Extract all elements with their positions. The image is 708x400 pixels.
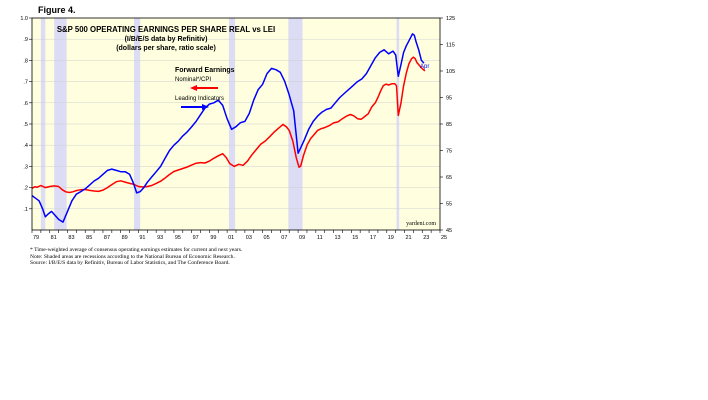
left-tick-label: .4 [23, 143, 28, 149]
x-tick-label: 89 [122, 235, 128, 241]
footnote: * Time-weighted average of consensus ope… [30, 247, 242, 267]
left-tick-label: .3 [23, 164, 28, 170]
legend-heading: Forward Earnings [175, 67, 235, 74]
earnings-lei-chart: .1 .2 .3 .4 .5 .6 .7 .8 .9 1.0 45 55 65 75 85 95 105 115 1… [20, 16, 455, 241]
left-tick-label: .2 [23, 186, 28, 192]
right-tick-label: 75 [446, 149, 452, 155]
footnote-line-1: * Time-weighted average of consensus ope… [30, 247, 243, 253]
left-tick-label: .5 [23, 122, 28, 128]
legend-arrow-right-icon [181, 104, 209, 110]
end-label: Apr [420, 64, 429, 70]
x-tick-label: 13 [335, 235, 341, 241]
left-tick-label: 1.0 [20, 16, 28, 22]
x-tick-label: 23 [423, 235, 429, 241]
chart-subtitle-1: (I/B/E/S data by Refinitiv) [125, 36, 208, 43]
right-tick-label: 115 [446, 43, 455, 49]
x-tick-label: 01 [228, 235, 234, 241]
x-tick-label: 15 [352, 235, 358, 241]
x-tick-label: 11 [317, 235, 323, 241]
x-tick-label: 05 [264, 235, 270, 241]
series-line-leading-indicators [31, 33, 425, 223]
right-tick-label: 105 [446, 69, 455, 75]
chart-title: S&P 500 OPERATING EARNINGS PER SHARE REA… [57, 25, 275, 34]
source-watermark: yardeni.com [406, 221, 436, 227]
x-tick-label: 99 [210, 235, 216, 241]
x-tick-label: 19 [388, 235, 394, 241]
figure-label: Figure 4. [38, 5, 76, 15]
right-tick-label: 85 [446, 122, 452, 128]
x-tick-label: 93 [157, 235, 163, 241]
legend-item-leading-indicators: Leading Indicators [175, 96, 224, 102]
left-tick-label: .7 [23, 80, 28, 86]
x-tick-label: 17 [370, 235, 376, 241]
x-tick-label: 81 [51, 235, 57, 241]
right-tick-label: 65 [446, 175, 452, 181]
x-tick-label: 87 [104, 235, 110, 241]
x-tick-label: 25 [441, 235, 447, 241]
legend-arrow-left-icon [190, 85, 218, 91]
left-tick-label: .8 [23, 58, 28, 64]
x-tick-label: 07 [281, 235, 287, 241]
footnote-line-2: Note: Shaded areas are recessions accord… [30, 253, 235, 260]
x-tick-label: 85 [86, 235, 92, 241]
series-lines [31, 33, 426, 223]
legend-item-nominal-cpi: Nominal*/CPI [175, 77, 211, 83]
x-tick-label: 95 [175, 235, 181, 241]
right-tick-label: 45 [446, 228, 452, 234]
left-tick-label: .1 [23, 207, 28, 213]
left-tick-label: .6 [23, 101, 28, 107]
series-line-nominal-cpi [31, 56, 426, 194]
x-tick-label: 79 [33, 235, 39, 241]
x-tick-label: 83 [68, 235, 74, 241]
x-tick-label: 97 [193, 235, 199, 241]
x-tick-label: 91 [139, 235, 145, 241]
x-tick-label: 09 [299, 235, 305, 241]
axes: .1 .2 .3 .4 .5 .6 .7 .8 .9 1.0 45 55 65 75 85 95 105 115 1… [20, 16, 455, 241]
footnote-line-3: Source: I/B/E/S data by Refinitiv, Burea… [30, 260, 230, 267]
legend: Forward Earnings Nominal*/CPI Leading In… [175, 67, 235, 110]
x-tick-label: 21 [405, 235, 411, 241]
left-tick-label: .9 [23, 37, 28, 43]
right-tick-label: 125 [446, 16, 455, 22]
right-tick-label: 95 [446, 96, 452, 102]
x-tick-label: 03 [246, 235, 252, 241]
right-tick-label: 55 [446, 202, 452, 208]
chart-subtitle-2: (dollars per share, ratio scale) [116, 45, 216, 52]
grid [32, 38, 440, 210]
